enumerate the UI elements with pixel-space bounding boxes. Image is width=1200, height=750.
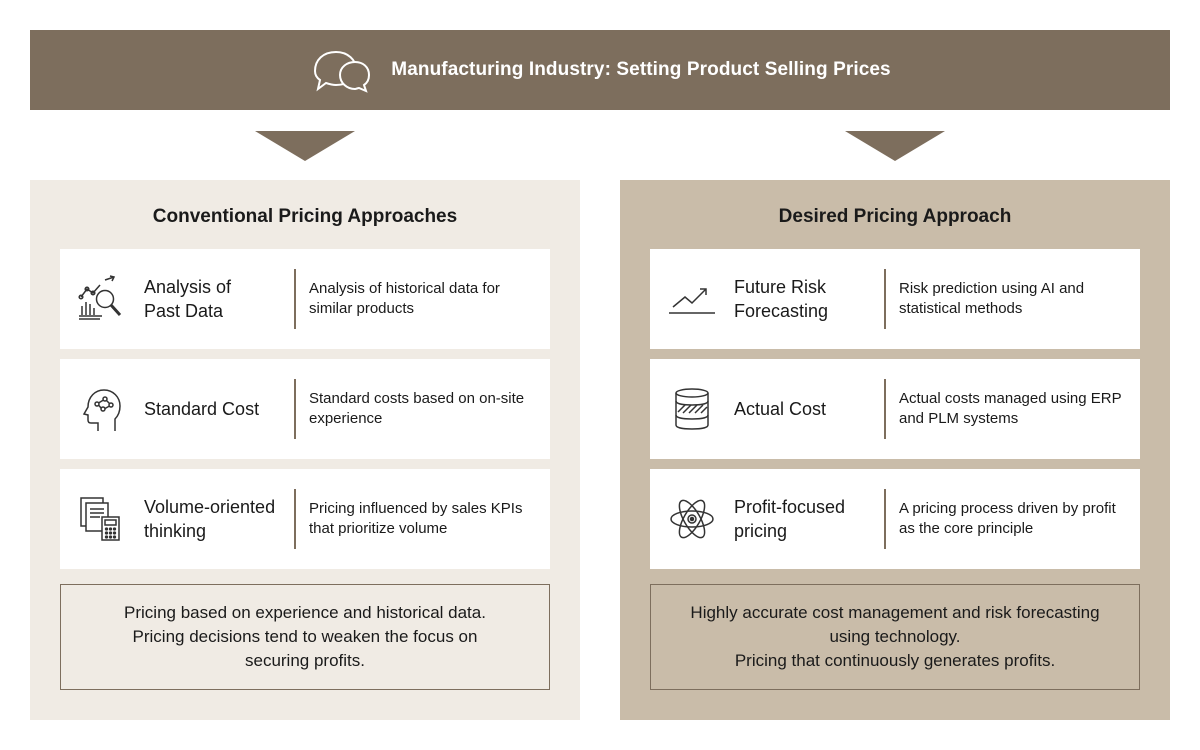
card-divider bbox=[294, 379, 296, 439]
card-description: Actual costs managed using ERP and PLM s… bbox=[899, 390, 1122, 427]
database-icon bbox=[675, 388, 709, 430]
down-arrow-left bbox=[255, 131, 355, 161]
card-name: Actual Cost bbox=[734, 399, 827, 419]
summary-box: Pricing based on experience and historic… bbox=[60, 584, 550, 690]
card-divider bbox=[884, 489, 886, 549]
down-arrow-right bbox=[845, 131, 945, 161]
card-profit-focused: Profit-focused pricing A pricing process… bbox=[650, 469, 1140, 569]
card-divider bbox=[294, 269, 296, 329]
card-actual-cost: Actual Cost Actual costs managed using E… bbox=[650, 359, 1140, 459]
card-name: Future Risk Forecasting bbox=[734, 277, 829, 321]
trend-line-icon bbox=[669, 288, 715, 314]
card-description: Analysis of historical data for similar … bbox=[309, 280, 500, 317]
panel-title: Conventional Pricing Approaches bbox=[152, 206, 458, 227]
card-description: Standard costs based on on-site experien… bbox=[309, 390, 525, 427]
desired-pricing-panel: Desired Pricing Approach Future Risk For… bbox=[620, 180, 1170, 720]
conventional-pricing-panel: Conventional Pricing Approaches Analysis… bbox=[30, 180, 580, 720]
header-title: Manufacturing Industry: Setting Product … bbox=[391, 59, 891, 80]
head-network-icon bbox=[82, 389, 121, 431]
header-content: Manufacturing Industry: Setting Product … bbox=[309, 47, 891, 93]
card-description: Pricing influenced by sales KPIs that pr… bbox=[309, 500, 523, 537]
card-volume-oriented: Volume-oriented thinking Pricing influen… bbox=[60, 469, 550, 569]
card-name: Volume-oriented thinking bbox=[144, 497, 276, 541]
card-divider bbox=[884, 379, 886, 439]
summary-box: Highly accurate cost management and risk… bbox=[650, 584, 1140, 690]
card-description: Risk prediction using AI and statistical… bbox=[899, 280, 1085, 317]
documents-calculator-icon bbox=[80, 497, 120, 541]
header-banner: Manufacturing Industry: Setting Product … bbox=[30, 30, 1170, 110]
card-standard-cost: Standard Cost Standard costs based on on… bbox=[60, 359, 550, 459]
data-analysis-icon bbox=[78, 275, 122, 320]
card-name: Standard Cost bbox=[144, 399, 260, 419]
atom-icon bbox=[670, 499, 714, 539]
card-name: Analysis of Past Data bbox=[144, 277, 232, 321]
card-analysis-past-data: Analysis of Past Data Analysis of histor… bbox=[60, 249, 550, 349]
card-description: A pricing process driven by profit as th… bbox=[899, 500, 1116, 537]
panel-title: Desired Pricing Approach bbox=[778, 206, 1012, 227]
chat-bubbles-icon bbox=[314, 50, 371, 93]
card-divider bbox=[884, 269, 886, 329]
card-divider bbox=[294, 489, 296, 549]
card-future-risk: Future Risk Forecasting Risk prediction … bbox=[650, 249, 1140, 349]
card-name: Profit-focused pricing bbox=[734, 497, 846, 541]
